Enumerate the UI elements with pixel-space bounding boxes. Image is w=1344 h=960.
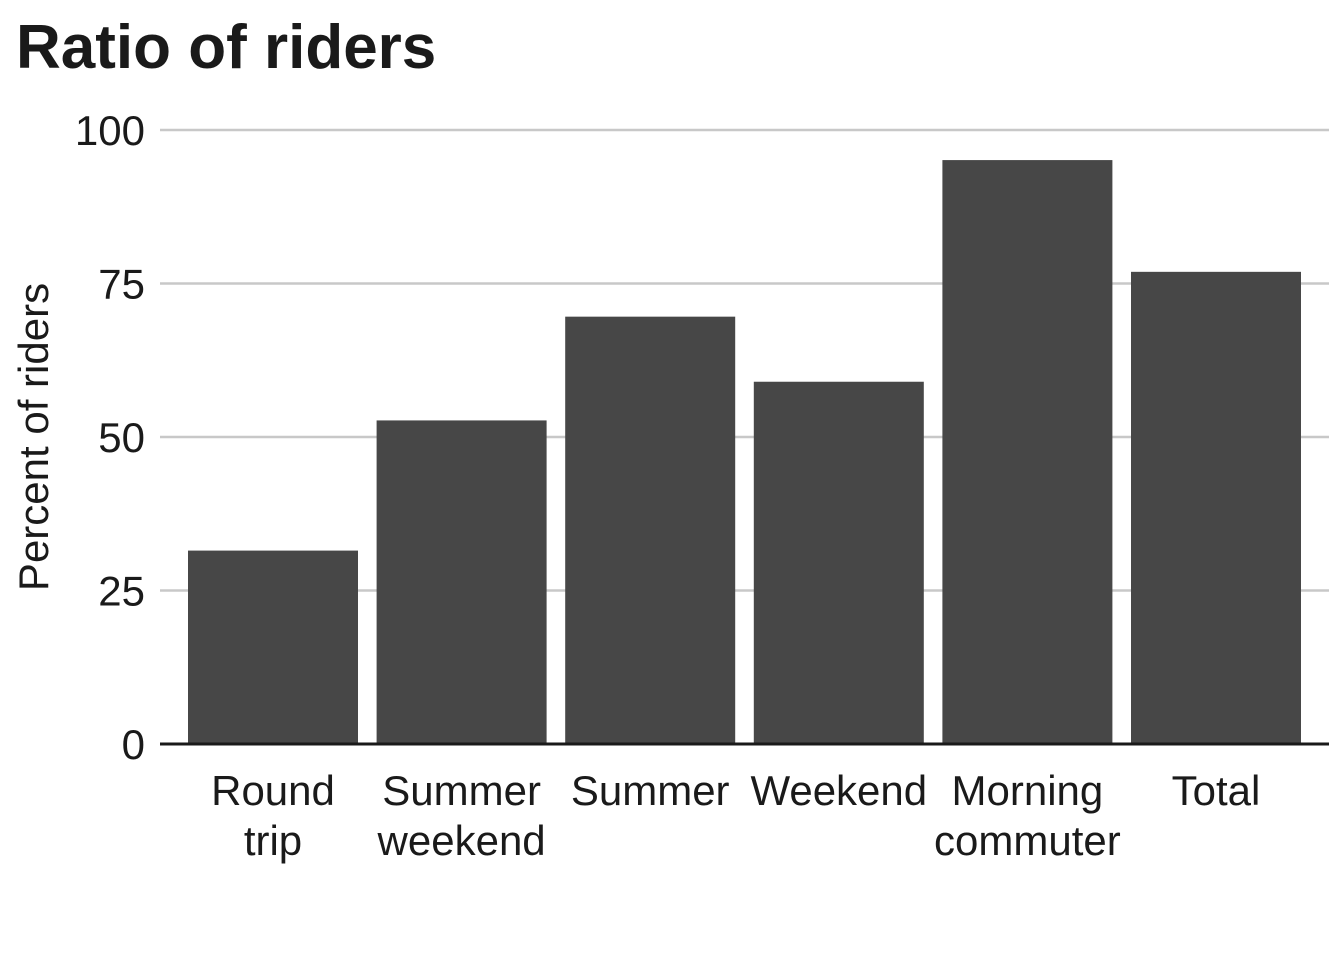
x-tick-label-1: Summer weekend — [377, 767, 546, 864]
chart-title: Ratio of riders — [16, 13, 436, 82]
x-tick-label-3: Weekend — [750, 767, 927, 814]
x-tick-label-0: Round trip — [211, 767, 335, 864]
bars — [188, 160, 1301, 744]
x-tick-label-1-line-0: Summer — [382, 767, 541, 814]
x-tick-label-2-line-0: Summer — [571, 767, 730, 814]
x-tick-label-4: Morning commuter — [934, 767, 1121, 864]
x-tick-label-5: Total — [1172, 767, 1261, 814]
y-tick-label-25: 25 — [98, 568, 145, 615]
y-tick-label-0: 0 — [122, 721, 145, 768]
y-tick-labels: 0 25 50 75 100 — [75, 107, 145, 768]
x-tick-label-5-line-0: Total — [1172, 767, 1261, 814]
y-tick-label-100: 100 — [75, 107, 145, 154]
x-tick-label-1-line-1: weekend — [377, 817, 546, 864]
bar-2 — [565, 316, 736, 744]
y-tick-label-75: 75 — [98, 261, 145, 308]
bar-3 — [753, 381, 924, 744]
x-tick-label-0-line-1: trip — [244, 817, 302, 864]
y-tick-label-50: 50 — [98, 414, 145, 461]
y-axis-label: Percent of riders — [10, 283, 57, 591]
x-tick-label-4-line-1: commuter — [934, 817, 1121, 864]
x-tick-label-2: Summer — [571, 767, 730, 814]
bar-1 — [376, 420, 547, 744]
bar-5 — [1131, 271, 1301, 744]
x-tick-label-0-line-0: Round — [211, 767, 335, 814]
bar-0 — [188, 550, 358, 744]
x-tick-label-4-line-0: Morning — [952, 767, 1104, 814]
bar-4 — [942, 160, 1113, 744]
x-tick-label-3-line-0: Weekend — [750, 767, 927, 814]
